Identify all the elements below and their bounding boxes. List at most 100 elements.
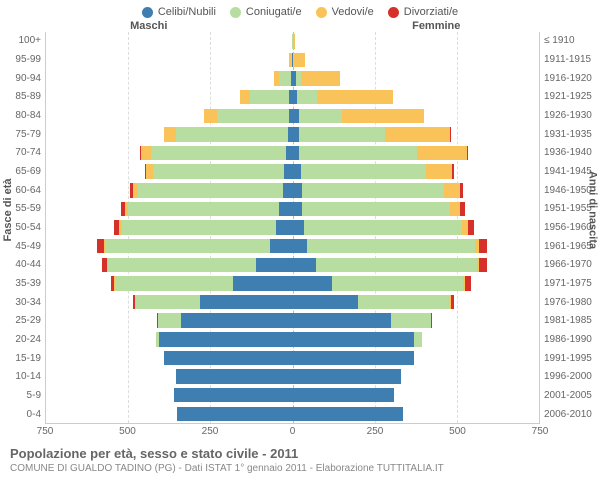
age-label: 5-9: [4, 387, 45, 406]
pyramid-row: [46, 162, 539, 181]
bar-segment: [279, 71, 291, 86]
legend-item: Celibi/Nubili: [142, 6, 216, 18]
pyramid-row: [46, 256, 539, 275]
birth-label: 1976-1980: [540, 293, 596, 312]
pyramid-row: [46, 51, 539, 70]
bar-segment: [316, 258, 477, 273]
bar-segment: [467, 146, 469, 161]
age-label: 85-89: [4, 88, 45, 107]
age-label: 80-84: [4, 107, 45, 126]
birth-label: 1916-1920: [540, 69, 596, 88]
bar-segment: [302, 202, 450, 217]
bar-segment: [452, 164, 454, 179]
birth-label: 1921-1925: [540, 88, 596, 107]
pyramid-row: [46, 69, 539, 88]
bar-segment: [332, 276, 463, 291]
bar-segment: [342, 109, 424, 124]
legend-item: Divorziati/e: [388, 6, 458, 18]
bar-segment: [301, 164, 426, 179]
age-label: 25-29: [4, 312, 45, 331]
bar-segment: [105, 239, 269, 254]
bar-segment: [293, 239, 308, 254]
x-tick: 0: [290, 426, 296, 437]
bar-segment: [135, 295, 201, 310]
bar-segment: [450, 202, 460, 217]
bar-segment: [414, 332, 422, 347]
bar-segment: [284, 164, 292, 179]
bar-segment: [293, 276, 332, 291]
bar-segment: [293, 295, 359, 310]
bar-segment: [270, 239, 293, 254]
age-label: 0-4: [4, 405, 45, 424]
chart-footer: Popolazione per età, sesso e stato civil…: [0, 440, 600, 474]
age-label: 35-39: [4, 275, 45, 294]
population-pyramid: 100+95-9990-9485-8980-8475-7970-7465-696…: [0, 32, 600, 424]
bar-segment: [174, 388, 292, 403]
bar-segment: [460, 183, 463, 198]
bar-segment: [279, 202, 292, 217]
bar-segment: [307, 239, 475, 254]
pyramid-row: [46, 88, 539, 107]
bar-segment: [240, 90, 250, 105]
bar-segment: [122, 220, 276, 235]
bar-segment: [391, 313, 430, 328]
bar-segment: [293, 313, 392, 328]
birth-label: 1971-1975: [540, 275, 596, 294]
birth-label: 1996-2000: [540, 368, 596, 387]
header-male: Maschi: [45, 20, 293, 32]
birth-label: 1981-1985: [540, 312, 596, 331]
x-tick: 500: [119, 426, 136, 437]
bar-segment: [177, 407, 292, 422]
legend-label: Vedovi/e: [332, 6, 374, 18]
age-label: 70-74: [4, 144, 45, 163]
age-label: 10-14: [4, 368, 45, 387]
pyramid-row: [46, 311, 539, 330]
bar-segment: [304, 220, 462, 235]
bar-segment: [297, 90, 317, 105]
bar-segment: [293, 369, 401, 384]
age-label: 20-24: [4, 331, 45, 350]
legend-swatch: [388, 7, 399, 18]
bar-rows: [46, 32, 539, 423]
bar-segment: [233, 276, 292, 291]
bar-segment: [299, 127, 384, 142]
bar-segment: [385, 127, 451, 142]
birth-label: 2006-2010: [540, 405, 596, 424]
pyramid-row: [46, 405, 539, 424]
pyramid-row: [46, 107, 539, 126]
bar-segment: [256, 258, 292, 273]
pyramid-row: [46, 181, 539, 200]
legend-swatch: [230, 7, 241, 18]
bar-segment: [465, 276, 471, 291]
bar-segment: [426, 164, 452, 179]
x-tick: 250: [367, 426, 384, 437]
legend: Celibi/NubiliConiugati/eVedovi/eDivorzia…: [0, 0, 600, 20]
bar-segment: [158, 313, 181, 328]
birth-label: 1966-1970: [540, 256, 596, 275]
pyramid-row: [46, 144, 539, 163]
bar-segment: [181, 313, 293, 328]
bar-segment: [293, 183, 303, 198]
bar-segment: [293, 34, 296, 49]
column-headers: Maschi Femmine: [0, 20, 600, 32]
plot-area: [45, 32, 540, 424]
bar-segment: [317, 90, 393, 105]
bar-segment: [176, 369, 293, 384]
bar-segment: [176, 127, 288, 142]
bar-segment: [460, 202, 465, 217]
bar-segment: [299, 109, 342, 124]
legend-item: Vedovi/e: [316, 6, 374, 18]
bar-segment: [301, 71, 340, 86]
bar-segment: [293, 258, 316, 273]
birth-label: 1911-1915: [540, 51, 596, 70]
birth-label: 1986-1990: [540, 331, 596, 350]
birth-label: 1936-1940: [540, 144, 596, 163]
bar-segment: [276, 220, 292, 235]
legend-swatch: [316, 7, 327, 18]
bar-segment: [302, 183, 443, 198]
bar-segment: [293, 388, 395, 403]
bar-segment: [115, 276, 233, 291]
age-label: 90-94: [4, 69, 45, 88]
chart-title: Popolazione per età, sesso e stato civil…: [10, 446, 590, 461]
bar-segment: [451, 295, 454, 310]
